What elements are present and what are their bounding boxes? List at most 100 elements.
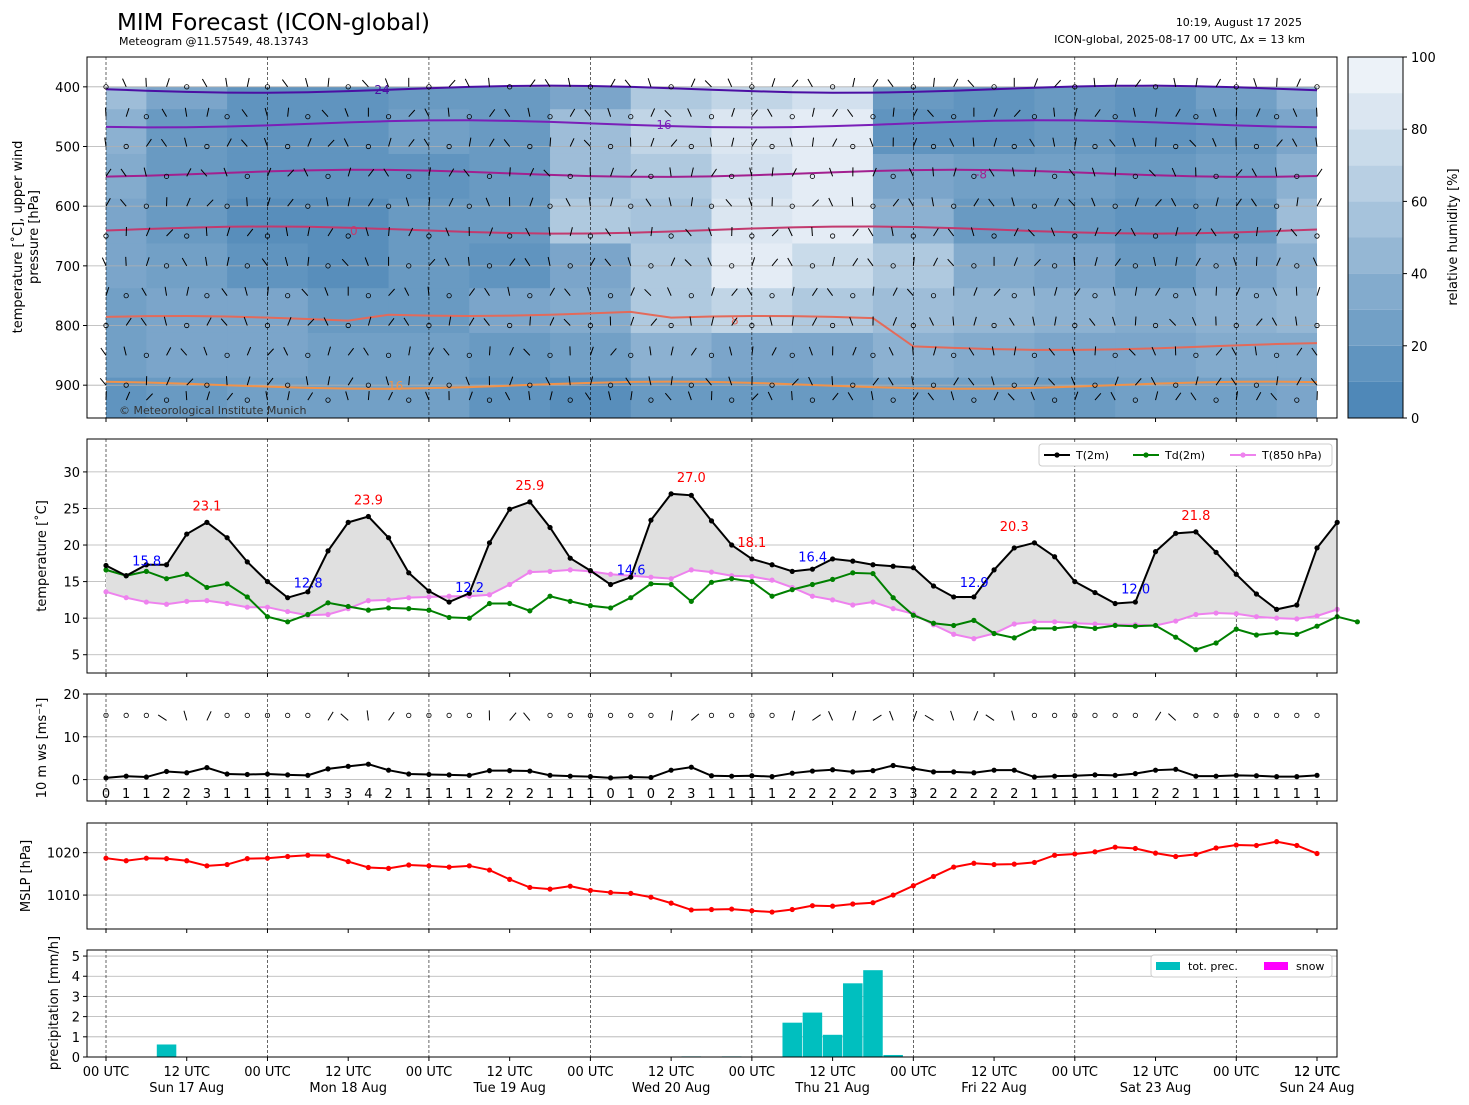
humidity-cell — [146, 153, 228, 200]
wind-barb — [241, 109, 248, 117]
wind-barb — [771, 347, 777, 356]
wind-speed-point — [1031, 774, 1038, 780]
wind-speed-point — [809, 768, 816, 774]
colorbar-segment — [1348, 345, 1403, 382]
calm-wind-marker — [809, 397, 816, 403]
wind-speed-point — [184, 770, 190, 776]
humidity-cell — [469, 109, 551, 155]
calm-wind-marker — [204, 382, 210, 388]
calm-wind-marker — [809, 173, 816, 179]
humidity-cell — [106, 332, 147, 379]
td2m-point — [1233, 626, 1239, 632]
wind-barb — [226, 256, 230, 266]
model-run-info: ICON-global, 2025-08-17 00 UTC, Δx = 13 … — [1054, 33, 1305, 46]
wind-barb — [1054, 79, 1062, 88]
wind-barb — [221, 288, 228, 296]
colorbar-segment — [1348, 309, 1403, 346]
wind-barb — [1134, 79, 1142, 88]
wind-barb — [468, 137, 472, 147]
legend-label: snow — [1296, 960, 1324, 973]
wind-barb — [725, 198, 733, 207]
wind-barb — [367, 316, 372, 326]
wind-barb — [912, 137, 918, 147]
calm-wind-marker — [446, 293, 452, 299]
time-tick-label: 00 UTC — [244, 1065, 290, 1080]
calm-wind-marker — [527, 143, 533, 150]
extrema-label: 23.1 — [192, 499, 221, 514]
wind-speed-point — [668, 767, 674, 773]
calm-wind-marker — [143, 114, 149, 120]
wind-barb — [831, 376, 834, 386]
t850-point — [1092, 621, 1098, 627]
wind-barb — [525, 227, 531, 237]
t850-point — [1253, 614, 1260, 620]
calm-wind-marker — [1132, 263, 1138, 269]
wind-barb — [751, 109, 758, 117]
wind-speed-number: 2 — [1151, 787, 1159, 802]
wind-barb — [627, 257, 632, 266]
calm-wind-marker — [204, 293, 210, 299]
t850-point — [1314, 613, 1320, 619]
isotherm-label: -16 — [652, 118, 672, 132]
wind-speed-point — [325, 766, 331, 772]
wind-barb — [166, 376, 171, 386]
wind-barb — [104, 137, 107, 147]
t2m-point — [547, 524, 553, 531]
wind-barb — [953, 377, 959, 386]
y-tick-label: 400 — [55, 81, 80, 96]
wind-speed-number: 1 — [223, 787, 231, 802]
wind-barb — [791, 391, 793, 401]
time-tick-label: 12 UTC — [809, 1065, 855, 1080]
wind-barb — [281, 79, 289, 88]
wind-speed-point — [1253, 773, 1260, 779]
calm-wind-marker — [1173, 293, 1179, 299]
t2m-point — [406, 570, 412, 576]
t850-point — [648, 574, 654, 580]
t2m-point — [1152, 549, 1159, 555]
td2m-point — [1052, 625, 1058, 631]
legend-label: Td(2m) — [1164, 449, 1205, 462]
wind-barb — [973, 316, 977, 326]
t2m-point — [991, 567, 997, 573]
wind-barb — [547, 256, 551, 266]
time-tick-label: 00 UTC — [890, 1065, 936, 1080]
wind-barb — [307, 137, 312, 147]
wind-barb — [265, 391, 268, 401]
humidity-cell — [469, 86, 551, 110]
humidity-cell — [792, 86, 874, 110]
wind-barb — [1094, 109, 1101, 117]
wind-barb — [1316, 198, 1322, 207]
t2m-point — [769, 562, 775, 568]
extrema-label: 12.8 — [294, 577, 323, 592]
extrema-label: 15.8 — [132, 555, 161, 570]
wind-barb — [949, 138, 955, 147]
humidity-cell — [388, 288, 470, 334]
precip-legend: tot. prec. snow — [1150, 954, 1333, 978]
wind-barb — [1155, 287, 1161, 296]
wind-barb — [1134, 197, 1139, 207]
calm-wind-marker — [607, 712, 614, 719]
wind-barb — [347, 377, 354, 386]
calm-wind-marker — [1253, 712, 1260, 719]
panel-frame — [86, 822, 1338, 930]
wind-barb — [924, 714, 934, 721]
calm-wind-marker — [708, 203, 715, 209]
wind-barb — [993, 288, 1001, 297]
wind-barb — [1032, 316, 1035, 326]
wind-barb — [366, 710, 369, 721]
wind-barb — [968, 377, 975, 386]
calm-wind-marker — [1294, 263, 1300, 269]
wind-barb — [1012, 167, 1015, 177]
wind-barb — [225, 77, 228, 87]
t850-point — [1233, 611, 1239, 617]
td2m-point — [507, 600, 513, 607]
wind-barb — [465, 376, 470, 386]
wind-barb — [1034, 258, 1041, 267]
wind-barb — [812, 199, 820, 207]
calm-wind-marker — [426, 712, 432, 719]
wind-barb — [568, 376, 571, 386]
t2m-point — [850, 558, 856, 564]
wind-barb — [1011, 197, 1015, 207]
wind-barb — [829, 167, 834, 177]
mslp-point — [567, 883, 573, 889]
